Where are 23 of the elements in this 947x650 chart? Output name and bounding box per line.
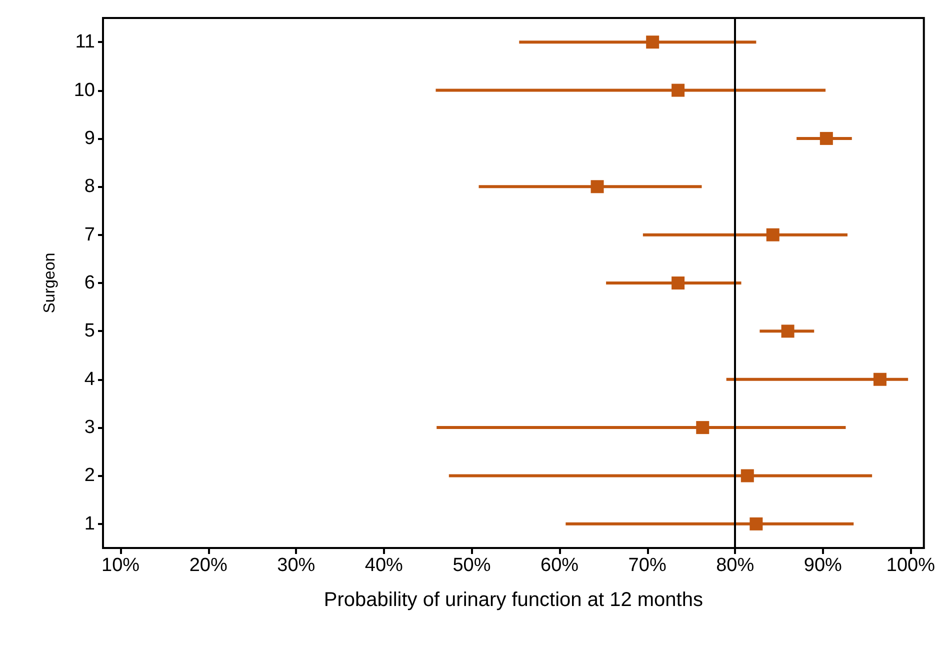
y-tick-label: 1 [84, 513, 95, 534]
x-tick-label: 30% [277, 555, 316, 576]
y-tick-label: 9 [84, 128, 95, 149]
x-tick-label: 60% [540, 555, 579, 576]
y-tick-label: 6 [84, 272, 95, 294]
x-tick-label: 10% [102, 555, 140, 576]
x-tick-label: 80% [716, 555, 754, 576]
y-tick-label: 11 [75, 32, 95, 53]
x-tick-label: 20% [189, 555, 228, 576]
x-tick-label: 100% [886, 555, 936, 576]
x-tick-label: 70% [628, 555, 666, 576]
y-axis-title: Surgeon [42, 252, 58, 314]
y-tick-label: 8 [84, 176, 95, 198]
y-tick-label: 5 [84, 320, 95, 342]
x-tick-label: 50% [452, 555, 491, 576]
y-tick-label: 2 [84, 465, 95, 486]
y-tick-label: 4 [84, 368, 96, 390]
x-tick-label: 40% [364, 555, 404, 576]
y-tick-label: 7 [84, 224, 95, 246]
x-axis-title: Probability of urinary function at 12 months [324, 589, 703, 611]
x-tick-label: 90% [804, 555, 842, 576]
y-tick-label: 3 [84, 417, 95, 438]
y-tick-label: 10 [74, 80, 95, 101]
